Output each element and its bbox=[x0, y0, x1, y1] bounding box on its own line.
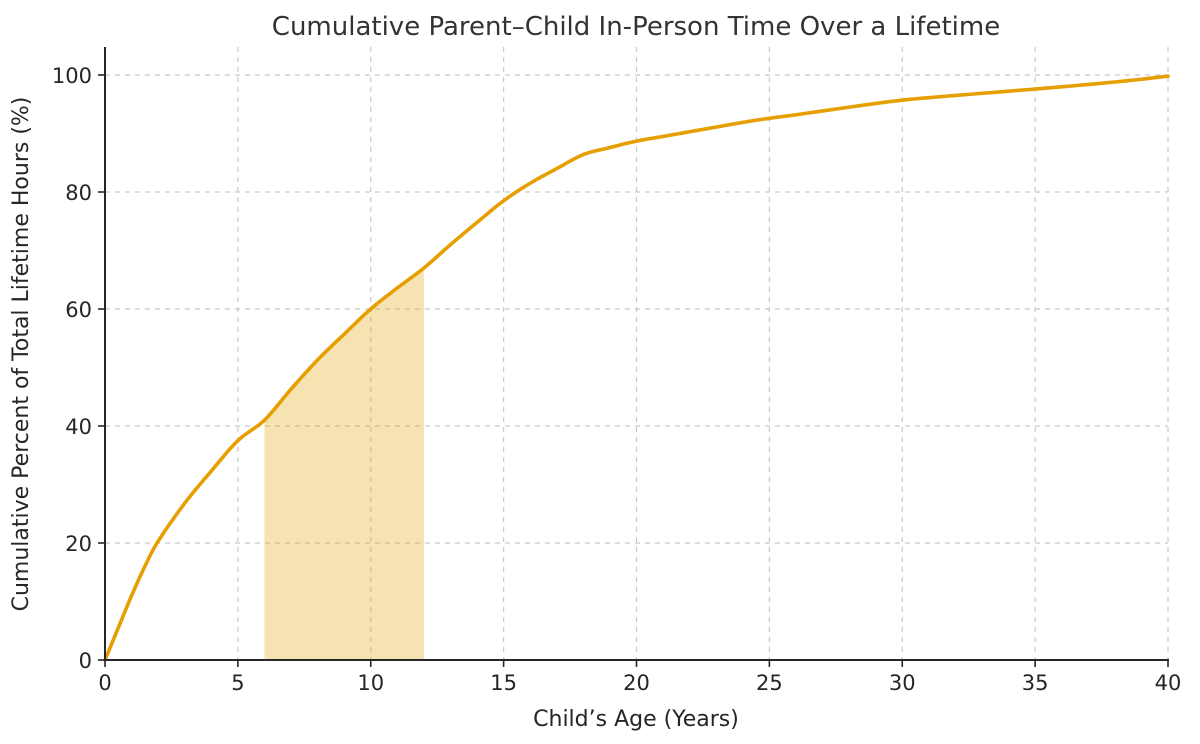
y-tick-label-0: 0 bbox=[79, 649, 92, 673]
y-tick-label-40: 40 bbox=[65, 415, 92, 439]
cumulative-curve bbox=[103, 74, 1170, 662]
region-path bbox=[264, 268, 424, 660]
y-tick-label-20: 20 bbox=[65, 532, 92, 556]
x-tick-label-30: 30 bbox=[889, 671, 916, 695]
curve-path bbox=[103, 74, 1170, 662]
y-tick-label-60: 60 bbox=[65, 298, 92, 322]
x-tick-label-5: 5 bbox=[231, 671, 244, 695]
axes-spines-and-ticks bbox=[98, 47, 1169, 667]
y-axis-label: Cumulative Percent of Total Lifetime Hou… bbox=[9, 97, 34, 612]
x-tick-label-35: 35 bbox=[1022, 671, 1049, 695]
shaded-region-ages-6-12 bbox=[264, 268, 424, 660]
x-tick-label-40: 40 bbox=[1155, 671, 1182, 695]
chart-title: Cumulative Parent–Child In-Person Time O… bbox=[272, 12, 1000, 42]
x-tick-label-20: 20 bbox=[623, 671, 650, 695]
y-tick-label-100: 100 bbox=[52, 64, 92, 88]
x-tick-label-10: 10 bbox=[357, 671, 384, 695]
x-tick-label-0: 0 bbox=[98, 671, 111, 695]
tick-labels: 0 5 10 15 20 25 30 35 40 0 20 40 60 80 100 bbox=[52, 64, 1181, 695]
x-tick-label-15: 15 bbox=[490, 671, 517, 695]
x-tick-label-25: 25 bbox=[756, 671, 783, 695]
y-tick-label-80: 80 bbox=[65, 181, 92, 205]
gridlines bbox=[105, 47, 1169, 660]
x-axis-label: Child’s Age (Years) bbox=[533, 707, 739, 732]
